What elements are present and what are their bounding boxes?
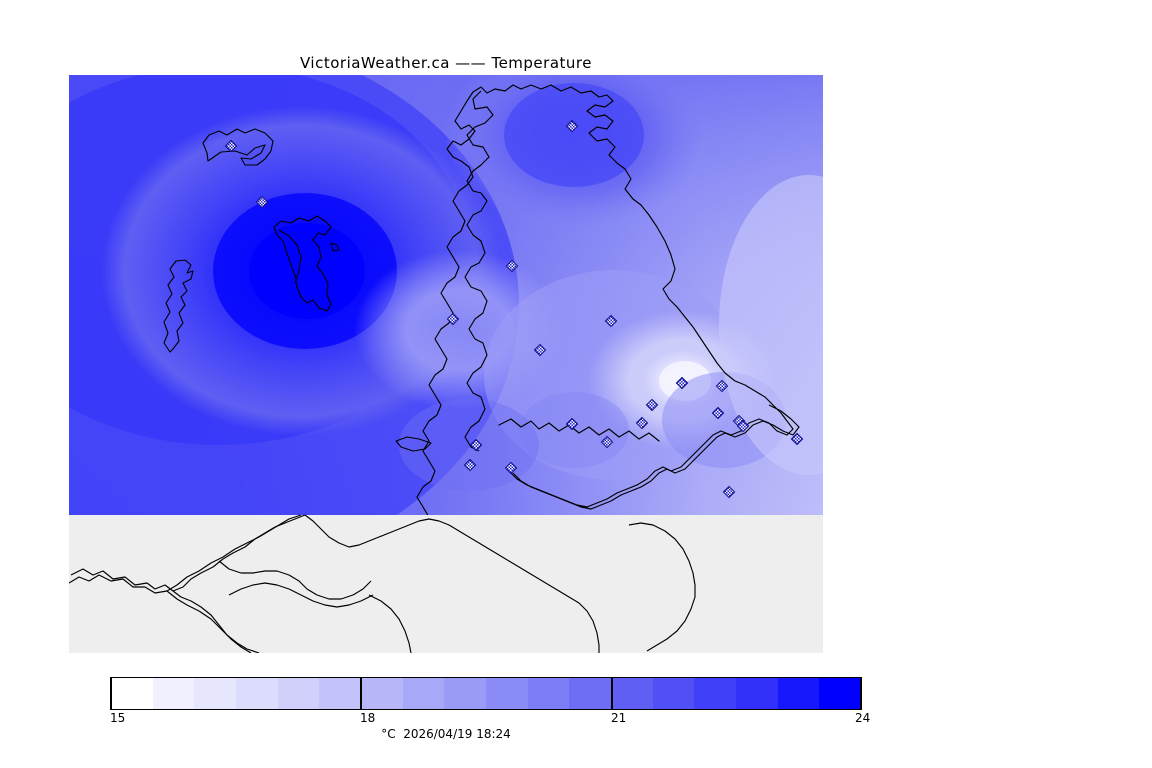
colorbar-tick-15 — [110, 677, 112, 710]
station-marker — [711, 406, 725, 420]
station-marker — [715, 379, 729, 393]
station-marker — [533, 343, 547, 357]
station-marker — [505, 259, 519, 273]
colorbar[interactable]: 15 18 21 24 — [110, 677, 870, 725]
geography-outline — [464, 90, 800, 510]
page-title: VictoriaWeather.ca —— Temperature — [300, 54, 592, 72]
colorbar-segment-4 — [277, 678, 320, 709]
station-marker — [790, 432, 804, 446]
colorbar-gradient[interactable] — [110, 677, 862, 710]
colorbar-label-mid2: 21 — [611, 711, 627, 725]
temperature-field — [69, 75, 823, 515]
southern-coastlines — [70, 514, 696, 653]
station-marker — [604, 314, 618, 328]
no-data-regions — [69, 515, 823, 653]
colorbar-units-label: °C 2026/04/19 18:24 — [381, 727, 511, 741]
colorbar-segment-13 — [652, 678, 695, 709]
station-marker — [469, 438, 483, 452]
colorbar-label-mid1: 18 — [360, 711, 376, 725]
station-marker — [446, 312, 460, 326]
station-markers — [224, 119, 804, 499]
colorbar-segment-3 — [236, 678, 278, 709]
colorbar-segment-14 — [694, 678, 737, 709]
colorbar-segment-5 — [319, 678, 362, 709]
colorbar-segment-2 — [194, 678, 237, 709]
station-marker — [224, 139, 238, 153]
station-marker — [463, 458, 477, 472]
station-marker — [635, 416, 649, 430]
colorbar-segment-11 — [569, 678, 612, 709]
colorbar-tick-24 — [860, 677, 862, 710]
station-marker — [736, 419, 750, 433]
colorbar-segment-9 — [486, 678, 528, 709]
colorbar-label-max: 24 — [855, 711, 871, 725]
station-marker — [504, 461, 518, 475]
temperature-contour-map — [69, 75, 823, 653]
station-marker — [722, 485, 736, 499]
coastline-paths — [416, 84, 794, 518]
colorbar-tick-21 — [611, 677, 613, 710]
colorbar-tick-18 — [360, 677, 362, 710]
station-marker — [565, 119, 579, 133]
colorbar-segment-17 — [819, 678, 862, 709]
map-panel[interactable] — [69, 75, 823, 653]
station-marker — [565, 417, 579, 431]
station-marker — [645, 398, 659, 412]
southern-geography — [69, 514, 372, 653]
colorbar-segment-12 — [611, 678, 653, 709]
colorbar-segment-0 — [111, 678, 153, 709]
colorbar-segment-1 — [152, 678, 195, 709]
colorbar-segment-10 — [527, 678, 570, 709]
station-marker — [675, 376, 689, 390]
colorbar-segment-6 — [361, 678, 403, 709]
colorbar-label-min: 15 — [110, 711, 126, 725]
coastlines — [163, 128, 432, 452]
colorbar-segment-16 — [777, 678, 820, 709]
colorbar-segment-8 — [444, 678, 487, 709]
station-marker — [255, 195, 269, 209]
colorbar-segment-15 — [736, 678, 778, 709]
colorbar-segment-7 — [402, 678, 445, 709]
station-marker — [600, 435, 614, 449]
